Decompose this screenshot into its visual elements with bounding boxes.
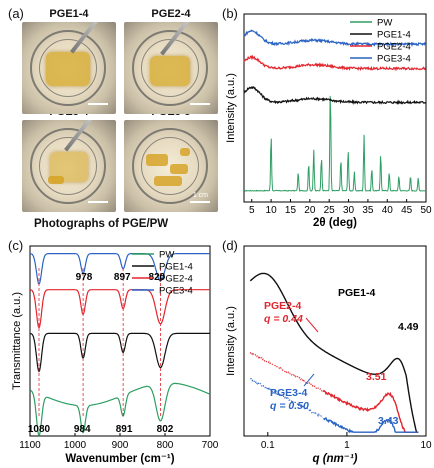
y-axis-label: Intensity (a.u.) — [225, 306, 237, 376]
ftir-series-pge2-4 — [29, 289, 210, 329]
saxs-series-pge1-4 — [249, 272, 419, 433]
q-label-pge2-4: q = 0.44 — [264, 313, 303, 325]
photo-pge1-4 — [22, 22, 116, 114]
y-axis-label: Intensity (a.u.) — [225, 73, 237, 143]
x-tick-label: 1 — [344, 440, 350, 451]
plot-frame — [243, 245, 427, 437]
legend-entry: PGE1-4 — [159, 262, 193, 273]
x-tick-label: 45 — [401, 205, 413, 216]
saxs-series-pge2-4 — [322, 389, 419, 433]
pointer-line — [305, 317, 319, 333]
x-tick-label: 1100 — [19, 440, 41, 451]
ftir-chart: 978 897 820 1080 984 891 802 1100 1000 900 800 700 W… — [11, 245, 218, 465]
series-label-pge1-4: PGE1-4 — [338, 287, 376, 299]
legend-entry: PGE3-4 — [377, 54, 411, 65]
panel-a-caption: Photographs of PGE/PW — [34, 218, 169, 230]
xrd-series-pge1-4 — [243, 85, 427, 105]
x-tick-label: 20 — [304, 205, 316, 216]
band-label-bottom: 1080 — [28, 424, 51, 435]
band-label-bottom: 802 — [157, 424, 174, 435]
series-label-pge2-4: PGE2-4 — [264, 300, 302, 312]
saxs-chart: PGE1-4 4.49 PGE2-4q = 0.44 3.51 PGE3-4q = 0.… — [225, 245, 432, 465]
x-tick-label: 900 — [112, 440, 129, 451]
photo-pge3-5: 1 cm — [124, 120, 218, 212]
x-axis-label: 2θ (deg) — [313, 217, 357, 229]
x-tick-label: 10 — [266, 205, 278, 216]
scale-bar — [190, 201, 210, 203]
photo-label-pge1-4: PGE1-4 — [49, 8, 89, 20]
xrd-series-pge2-4 — [243, 54, 426, 72]
scale-bar — [88, 201, 108, 203]
peak-label-pge3-4: 3.43 — [378, 415, 399, 427]
x-tick-label: 1000 — [64, 440, 87, 451]
legend-entry: PGE3-4 — [159, 286, 193, 297]
x-tick-label: 30 — [343, 205, 355, 216]
photo-pge3-4 — [22, 120, 116, 212]
x-tick-label: 25 — [324, 205, 336, 216]
x-tick-label: 800 — [157, 440, 174, 451]
x-tick-label: 700 — [202, 440, 218, 451]
saxs-series-lowq-pge2-4 — [249, 351, 323, 392]
saxs-series-lowq-pge3-4 — [249, 378, 324, 419]
legend-entry: PGE2-4 — [159, 274, 193, 285]
band-label-bottom: 891 — [116, 424, 133, 435]
band-label-top: 978 — [76, 272, 93, 283]
x-tick-label: 50 — [420, 205, 432, 216]
panel-c-letter: (c) — [8, 238, 24, 253]
x-tick-label: 15 — [285, 205, 297, 216]
plot-frame — [243, 13, 427, 203]
legend-entry: PW — [159, 250, 174, 261]
x-tick-label: 5 — [249, 205, 255, 216]
xrd-series-pw — [244, 95, 427, 193]
x-tick-label: 35 — [362, 205, 374, 216]
band-label-bottom: 984 — [74, 424, 91, 435]
ftir-series-pge1-4 — [29, 332, 210, 373]
panel-a-letter: (a) — [8, 6, 24, 21]
photo-pge2-4 — [124, 22, 218, 114]
pointer-line — [303, 373, 315, 387]
legend-entry: PW — [377, 18, 392, 29]
ftir-series-pge3-4 — [30, 253, 210, 285]
scale-bar-label: 1 cm — [192, 192, 208, 199]
peak-label-pge2-4: 3.51 — [366, 371, 387, 383]
q-label-pge3-4: q = 0.50 — [270, 400, 309, 412]
xrd-series-pge3-4 — [243, 29, 427, 48]
x-tick-label: 10 — [420, 440, 432, 451]
scale-bar — [190, 103, 210, 105]
panel-b-letter: (b) — [222, 6, 238, 21]
x-tick-label: 40 — [382, 205, 394, 216]
legend-entry: PGE2-4 — [377, 42, 411, 53]
series-label-pge3-4: PGE3-4 — [270, 387, 308, 399]
legend-entry: PGE1-4 — [377, 30, 411, 41]
x-tick-label: 0.1 — [261, 440, 275, 451]
band-label-top: 820 — [149, 272, 166, 283]
x-axis-label: q (nm⁻¹) — [312, 453, 357, 465]
xrd-chart: 5 10 15 20 25 30 35 40 45 50 2θ (deg) Intensity (a.… — [225, 13, 432, 229]
y-axis-label: Transmittance (a.u.) — [11, 292, 23, 390]
scale-bar — [88, 103, 108, 105]
ftir-series-pw — [29, 382, 211, 437]
peak-label-pge1-4: 4.49 — [398, 321, 419, 333]
photo-label-pge2-4: PGE2-4 — [151, 8, 191, 20]
band-label-top: 897 — [114, 272, 131, 283]
panel-d-letter: (d) — [222, 238, 238, 253]
saxs-series-pge3-4 — [323, 417, 419, 434]
x-axis-label: Wavenumber (cm⁻¹) — [65, 453, 174, 465]
